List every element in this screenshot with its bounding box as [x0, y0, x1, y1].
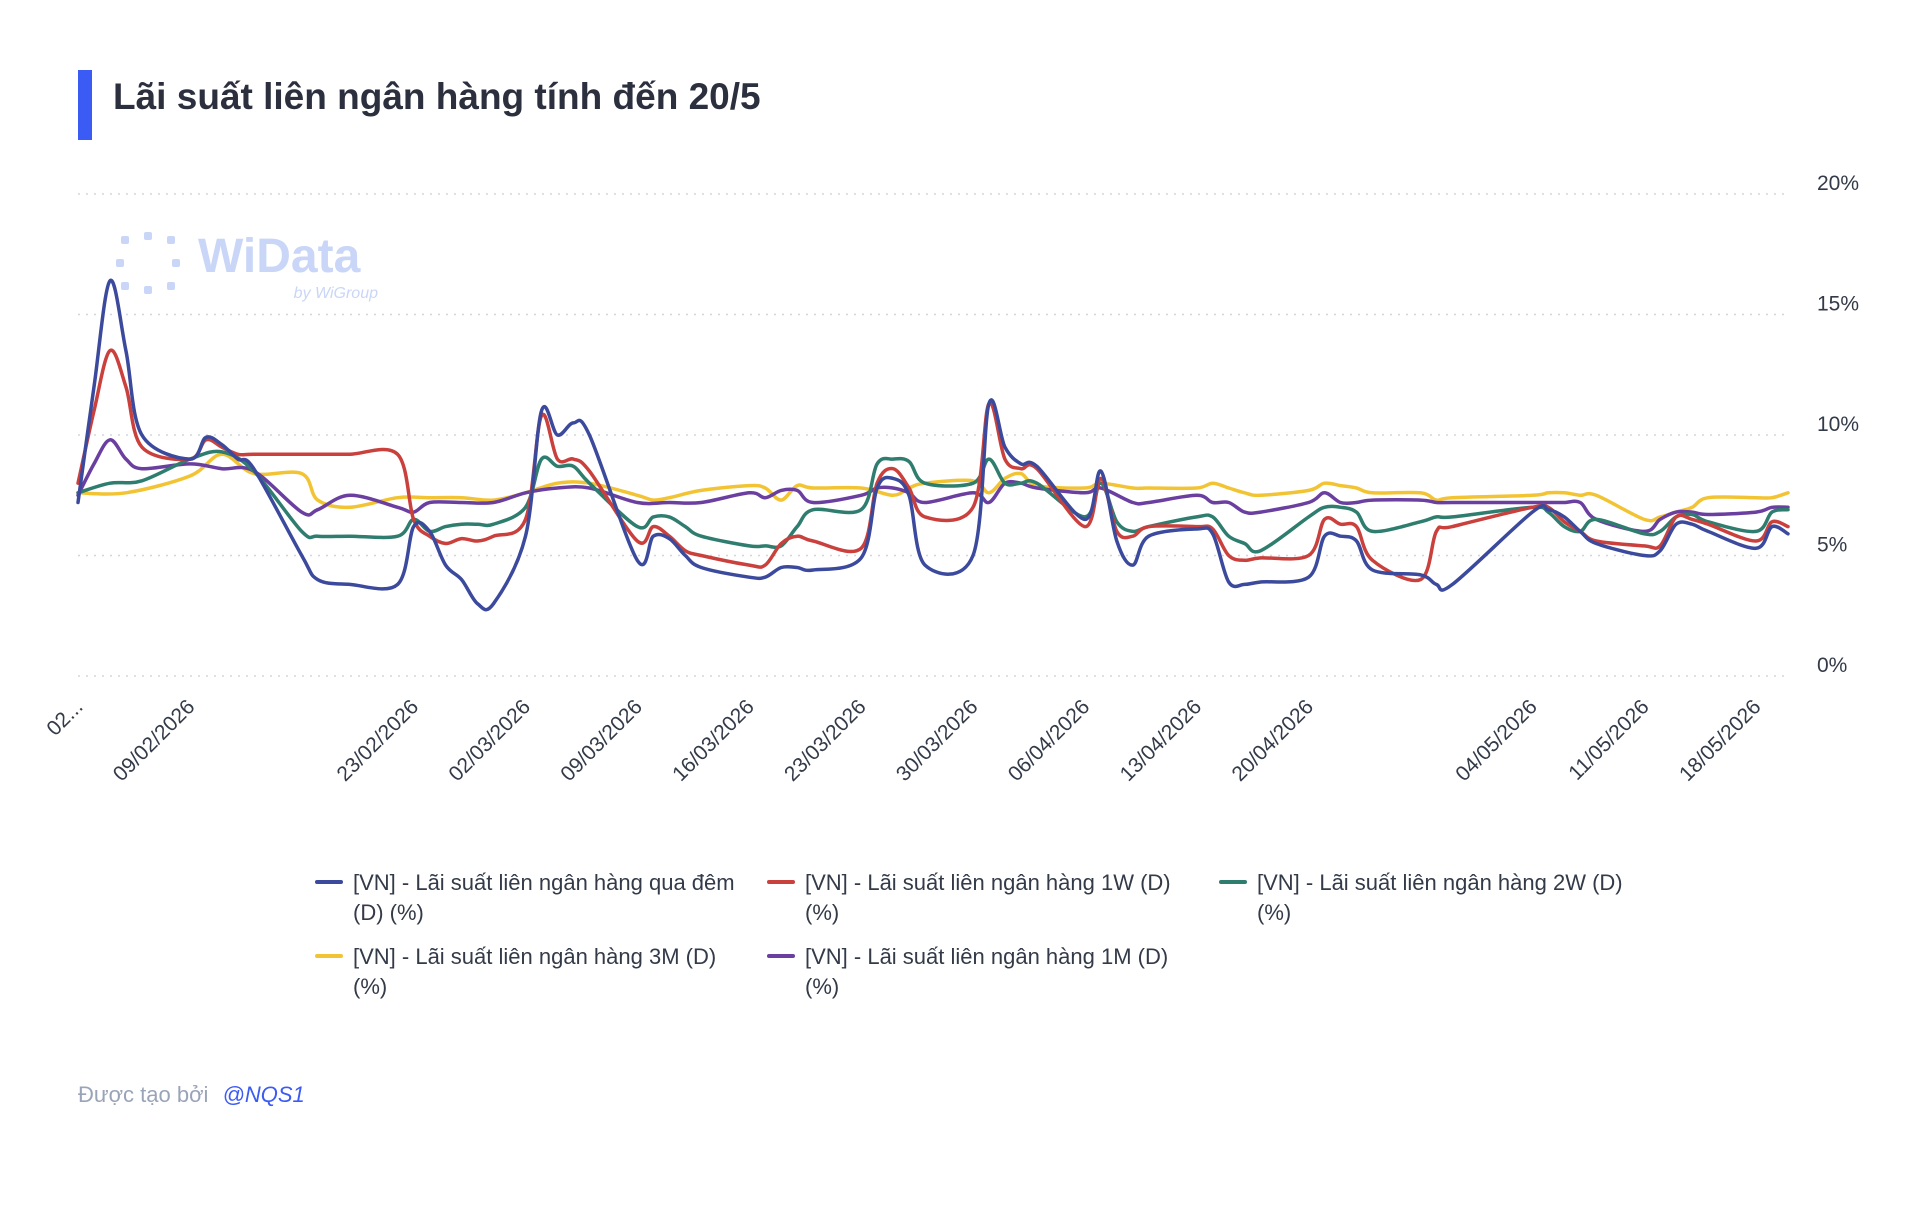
x-tick-label: 18/05/2026: [1675, 695, 1766, 786]
x-tick-label: 04/05/2026: [1451, 695, 1542, 786]
series-line-4: [76, 438, 1790, 534]
legend-item-1m[interactable]: [VN] - Lãi suất liên ngân hàng 1M (D) (%…: [767, 942, 1187, 1002]
title-accent-bar: [78, 70, 92, 140]
x-tick-label: 09/02/2026: [109, 695, 200, 786]
series-line-0: [76, 278, 1790, 612]
legend-item-2w[interactable]: [VN] - Lãi suất liên ngân hàng 2W (D) (%…: [1219, 868, 1639, 928]
x-tick-label: 13/04/2026: [1116, 695, 1207, 786]
x-tick-label: 23/02/2026: [333, 695, 424, 786]
footer-credit: Được tạo bởi @NQS1: [78, 1082, 305, 1108]
watermark-logo-text: WiData: [198, 230, 361, 283]
x-tick-label: 30/03/2026: [892, 695, 983, 786]
y-tick-label: 20%: [1817, 172, 1859, 195]
y-tick-label: 0%: [1817, 654, 1847, 677]
watermark-dot-3: [116, 259, 124, 267]
footer-prefix: Được tạo bởi: [78, 1082, 209, 1107]
watermark-dot-2: [167, 236, 175, 244]
y-tick-label: 15%: [1817, 293, 1859, 316]
legend-swatch-overnight: [315, 880, 343, 884]
legend-item-3m[interactable]: [VN] - Lãi suất liên ngân hàng 3M (D) (%…: [315, 942, 735, 1002]
legend-item-1w[interactable]: [VN] - Lãi suất liên ngân hàng 1W (D) (%…: [767, 868, 1187, 928]
x-tick-label: 16/03/2026: [668, 695, 759, 786]
legend-label-1w: [VN] - Lãi suất liên ngân hàng 1W (D) (%…: [805, 870, 1171, 925]
watermark-sub-text: by WiGroup: [294, 285, 378, 302]
watermark-dot-0: [121, 236, 129, 244]
footer-user-link[interactable]: @NQS1: [222, 1082, 305, 1107]
series-line-3: [76, 452, 1790, 523]
legend-label-overnight: [VN] - Lãi suất liên ngân hàng qua đêm (…: [353, 870, 735, 925]
legend-item-overnight[interactable]: [VN] - Lãi suất liên ngân hàng qua đêm (…: [315, 868, 735, 928]
watermark-dot-6: [144, 286, 152, 294]
y-tick-label: 5%: [1817, 534, 1847, 557]
legend-swatch-1m: [767, 954, 795, 958]
legend-swatch-2w: [1219, 880, 1247, 884]
watermark-dot-5: [121, 282, 129, 290]
watermark-dot-1: [144, 232, 152, 240]
legend-swatch-3m: [315, 954, 343, 958]
legend-label-2w: [VN] - Lãi suất liên ngân hàng 2W (D) (%…: [1257, 870, 1623, 925]
x-tick-label: 02...: [42, 695, 87, 740]
x-tick-label: 23/03/2026: [780, 695, 871, 786]
legend-label-1m: [VN] - Lãi suất liên ngân hàng 1M (D) (%…: [805, 944, 1169, 999]
x-tick-label: 06/04/2026: [1004, 695, 1095, 786]
legend-swatch-1w: [767, 880, 795, 884]
chart-title: Lãi suất liên ngân hàng tính đến 20/5: [113, 76, 761, 117]
x-tick-label: 20/04/2026: [1228, 695, 1319, 786]
x-tick-label: 11/05/2026: [1564, 695, 1653, 784]
series-line-1: [76, 348, 1790, 583]
watermark-dot-7: [167, 282, 175, 290]
y-tick-label: 10%: [1817, 413, 1859, 436]
x-tick-label: 02/03/2026: [444, 695, 535, 786]
x-tick-label: 09/03/2026: [556, 695, 647, 786]
watermark-dot-4: [172, 259, 180, 267]
legend-label-3m: [VN] - Lãi suất liên ngân hàng 3M (D) (%…: [353, 944, 717, 999]
